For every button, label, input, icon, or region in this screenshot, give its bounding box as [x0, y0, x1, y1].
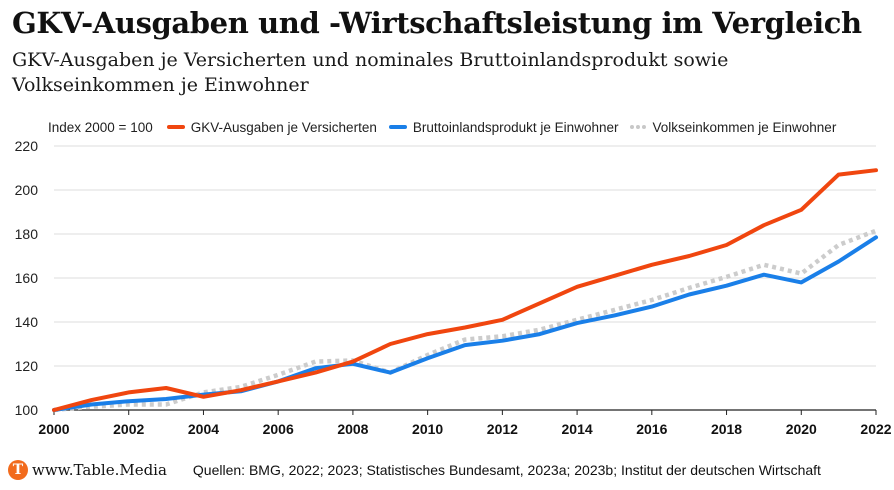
x-tick-label: 2006 [263, 421, 294, 437]
legend-label-gkv: GKV-Ausgaben je Versicherten [190, 119, 377, 135]
legend-item-volk: Volkseinkommen je Einwohner [630, 120, 836, 135]
brand-name: www.Table.Media [32, 461, 167, 479]
x-tick-label: 2004 [188, 421, 219, 437]
y-tick-label: 160 [15, 270, 39, 286]
y-tick-label: 220 [15, 138, 39, 154]
gkv-line [52, 168, 878, 412]
chart-title: GKV-Ausgaben und -Wirtschaftsleistung im… [12, 6, 862, 40]
legend-swatch-bip [388, 125, 407, 129]
y-tick-label: 100 [15, 402, 39, 418]
x-tick-label: 2008 [337, 421, 368, 437]
bip-line [52, 235, 878, 412]
legend-swatch-gkv [166, 125, 185, 129]
legend: Index 2000 = 100 GKV-Ausgaben je Versich… [48, 118, 848, 136]
source-note: Quellen: BMG, 2022; 2023; Statistisches … [192, 462, 821, 478]
legend-item-bip: Bruttoinlandsprodukt je Einwohner [388, 119, 619, 135]
series-lines [52, 168, 878, 413]
y-tick-label: 180 [15, 226, 39, 242]
x-tick-label: 2002 [113, 421, 144, 437]
x-tick-label: 2016 [636, 421, 667, 437]
x-tick-labels: 2000 2002 2004 2006 2008 2010 2012 2014 2016 2018… [38, 421, 891, 437]
x-tick-label: 2018 [711, 421, 742, 437]
legend-label-volk: Volkseinkommen je Einwohner [652, 119, 837, 135]
legend-item-gkv: GKV-Ausgaben je Versicherten [166, 119, 377, 135]
legend-swatch-volk [630, 125, 647, 129]
index-note: Index 2000 = 100 [48, 119, 153, 135]
y-tick-labels: 100 120 140 160 180 200 220 [15, 138, 39, 418]
grid-lines [53, 145, 877, 415]
y-tick-label: 120 [15, 358, 39, 374]
footer: T www.Table.Media Quellen: BMG, 2022; 20… [8, 458, 888, 482]
chart-subtitle: GKV-Ausgaben je Versicherten und nominal… [12, 49, 729, 96]
volkseinkommen-line [53, 228, 877, 413]
x-tick-label: 2014 [562, 421, 593, 437]
x-tick-label: 2012 [487, 421, 518, 437]
x-tick-label: 2020 [786, 421, 817, 437]
table-media-logo-icon: T [8, 460, 28, 480]
y-tick-label: 140 [15, 314, 39, 330]
y-tick-label: 200 [15, 182, 39, 198]
x-tick-label: 2000 [38, 421, 69, 437]
x-tick-label: 2022 [860, 421, 891, 437]
x-tick-label: 2010 [412, 421, 443, 437]
legend-label-bip: Bruttoinlandsprodukt je Einwohner [412, 119, 619, 135]
